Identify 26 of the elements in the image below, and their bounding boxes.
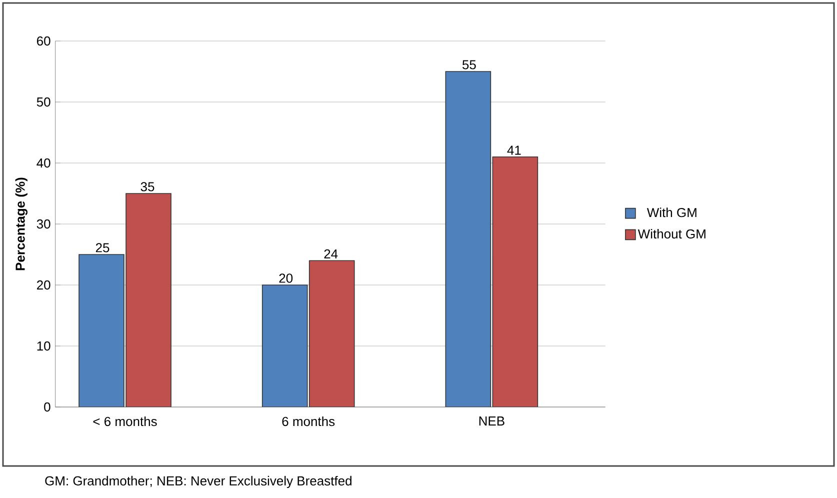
- data-label: 35: [140, 182, 154, 192]
- bar: [492, 156, 538, 407]
- bar: [126, 193, 172, 407]
- bar: [78, 254, 124, 407]
- data-label: 25: [96, 243, 110, 252]
- x-tick-label: 6 months: [282, 416, 335, 426]
- legend-label: With GM: [646, 208, 696, 218]
- y-tick-label: 10: [37, 341, 50, 351]
- y-tick-label: 20: [37, 280, 50, 290]
- bar: [445, 71, 492, 407]
- y-tick-label: 0: [44, 402, 50, 412]
- data-label: 24: [324, 249, 338, 258]
- x-tick-label: < 6 months: [93, 416, 157, 426]
- y-tick-label: 40: [36, 158, 50, 168]
- legend-label: Without GM: [638, 228, 706, 239]
- y-tick-label: 30: [36, 219, 50, 229]
- bar: [308, 260, 355, 407]
- y-axis-title: Percentage (%): [15, 178, 28, 270]
- data-label: 55: [462, 60, 476, 70]
- bar: [262, 284, 308, 407]
- y-tick-label: 60: [37, 36, 50, 46]
- data-label: 41: [507, 146, 521, 155]
- y-tick-label: 50: [36, 97, 50, 107]
- text: GM: Grandmother; NEB: Never Exclusively Breastfed: [45, 476, 352, 488]
- data-label: 20: [279, 274, 293, 283]
- x-tick-label: NEB: [479, 416, 504, 426]
